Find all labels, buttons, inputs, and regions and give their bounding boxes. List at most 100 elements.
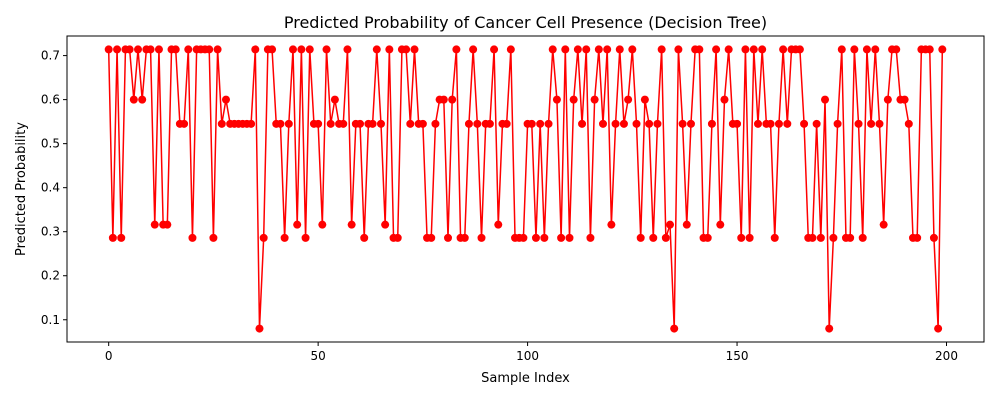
data-point-marker [473, 119, 482, 128]
data-point-marker [385, 45, 394, 54]
data-point-marker [645, 119, 654, 128]
data-point-marker [624, 95, 633, 104]
data-point-marker [686, 119, 695, 128]
data-point-marker [247, 119, 256, 128]
data-point-marker [879, 220, 888, 229]
data-point-marker [858, 233, 867, 242]
data-point-marker [594, 45, 603, 54]
data-point-marker [833, 119, 842, 128]
data-point-marker [251, 45, 260, 54]
data-point-marker [862, 45, 871, 54]
data-point-marker [506, 45, 515, 54]
data-point-marker [259, 233, 268, 242]
data-point-marker [163, 220, 172, 229]
data-point-marker [548, 45, 557, 54]
data-point-marker [406, 119, 415, 128]
y-tick-label: 0.7 [41, 49, 60, 63]
data-point-marker [766, 119, 775, 128]
data-point-marker [339, 119, 348, 128]
data-point-marker [330, 95, 339, 104]
data-point-marker [410, 45, 419, 54]
x-axis: 0 50 100 150 200 [105, 342, 958, 363]
data-point-marker [619, 119, 628, 128]
data-point-marker [586, 233, 595, 242]
data-point-marker [837, 45, 846, 54]
data-point-marker [875, 119, 884, 128]
data-point-marker [146, 45, 155, 54]
plot-frame [66, 35, 985, 343]
data-point-marker [611, 119, 620, 128]
data-point-marker [540, 233, 549, 242]
data-point-marker [477, 233, 486, 242]
data-point-marker [661, 233, 670, 242]
data-point-marker [418, 119, 427, 128]
data-point-marker [494, 220, 503, 229]
y-tick-label: 0.4 [41, 181, 60, 195]
data-point-marker [284, 119, 293, 128]
data-point-marker [913, 233, 922, 242]
data-point-marker [632, 119, 641, 128]
data-point-marker [565, 233, 574, 242]
data-point-marker [531, 233, 540, 242]
data-point-marker [674, 45, 683, 54]
data-point-marker [934, 324, 943, 333]
data-point-marker [741, 45, 750, 54]
y-tick-label: 0.5 [41, 137, 60, 151]
data-point-marker [255, 324, 264, 333]
x-tick-label: 200 [935, 349, 958, 363]
data-point-marker [138, 95, 147, 104]
data-point-marker [682, 220, 691, 229]
data-point-marker [431, 119, 440, 128]
data-point-marker [180, 119, 189, 128]
y-tick-label: 0.3 [41, 225, 60, 239]
data-point-marker [779, 45, 788, 54]
data-point-marker [326, 119, 335, 128]
data-point-marker [582, 45, 591, 54]
data-point-marker [125, 45, 134, 54]
data-point-marker [808, 233, 817, 242]
x-tick-label: 50 [310, 349, 325, 363]
data-point-marker [892, 45, 901, 54]
data-point-marker [938, 45, 947, 54]
data-point-marker [653, 119, 662, 128]
data-point-marker [800, 119, 809, 128]
data-point-marker [372, 45, 381, 54]
data-point-marker [448, 95, 457, 104]
data-point-marker [829, 233, 838, 242]
data-point-marker [427, 233, 436, 242]
y-tick-label: 0.2 [41, 269, 60, 283]
data-point-marker [356, 119, 365, 128]
data-point-marker [519, 233, 528, 242]
data-point-marker [297, 45, 306, 54]
data-point-marker [322, 45, 331, 54]
data-point-marker [184, 45, 193, 54]
data-point-marker [783, 119, 792, 128]
data-point-marker [821, 95, 830, 104]
data-point-marker [368, 119, 377, 128]
data-point-marker [749, 45, 758, 54]
data-point-marker [209, 233, 218, 242]
data-point-marker [754, 119, 762, 128]
data-point-marker [402, 45, 411, 54]
chart-title: Predicted Probability of Cancer Cell Pre… [284, 13, 767, 32]
data-point-marker [205, 45, 214, 54]
data-point-marker [590, 95, 599, 104]
data-point-marker [289, 45, 297, 54]
data-point-marker [695, 45, 704, 54]
data-point-marker [527, 119, 536, 128]
data-point-marker [712, 45, 721, 54]
data-point-marker [850, 45, 859, 54]
data-point-marker [573, 45, 582, 54]
data-point-marker [108, 233, 117, 242]
data-point-marker [469, 45, 478, 54]
data-point-marker [716, 220, 725, 229]
data-point-marker [925, 45, 934, 54]
data-point-marker [846, 233, 855, 242]
data-point-marker [628, 45, 637, 54]
data-point-marker [904, 119, 913, 128]
data-point-marker [213, 45, 222, 54]
data-point-marker [104, 45, 113, 54]
data-point-marker [544, 119, 553, 128]
data-point-marker [812, 119, 821, 128]
